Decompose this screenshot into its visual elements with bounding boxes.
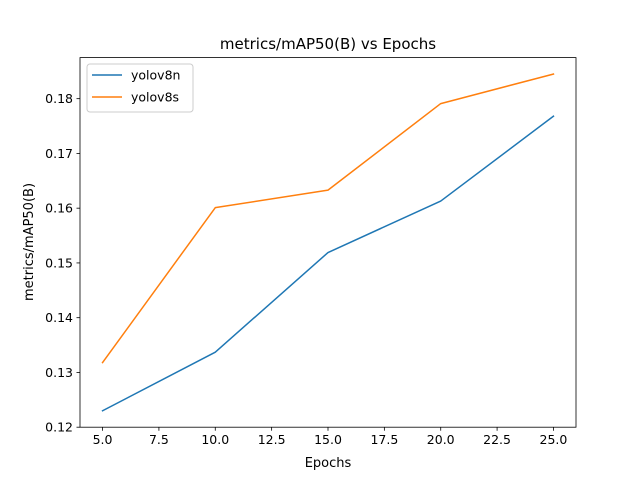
y-tick-label: 0.17 [45, 146, 73, 161]
series-line-yolov8n [101, 115, 555, 412]
y-tick-label: 0.15 [45, 255, 73, 270]
x-tick-label: 7.5 [149, 432, 169, 447]
legend: yolov8n yolov8s [86, 63, 194, 113]
x-tick-label: 12.5 [258, 432, 286, 447]
y-axis-ticks: 0.12 0.13 0.14 0.15 0.16 0.17 0.18 [45, 91, 80, 435]
x-tick-label: 15.0 [314, 432, 342, 447]
x-axis-label: Epochs [305, 456, 352, 471]
x-tick-label: 10.0 [201, 432, 229, 447]
x-axis-ticks: 5.0 7.5 10.0 12.5 15.0 17.5 20.0 22.5 25.0 [93, 427, 568, 447]
y-axis-label: metrics/mAP50(B) [22, 183, 37, 301]
x-tick-label: 22.5 [483, 432, 511, 447]
x-tick-label: 25.0 [540, 432, 568, 447]
x-tick-label: 17.5 [370, 432, 398, 447]
series-line-yolov8s [101, 73, 555, 364]
series-layer [101, 73, 555, 412]
y-tick-label: 0.14 [45, 310, 73, 325]
chart-title: metrics/mAP50(B) vs Epochs [220, 35, 436, 53]
y-tick-label: 0.12 [45, 420, 73, 435]
legend-box [86, 63, 194, 113]
x-tick-label: 5.0 [93, 432, 113, 447]
legend-label: yolov8s [131, 90, 179, 105]
y-tick-label: 0.18 [45, 91, 73, 106]
x-tick-label: 20.0 [427, 432, 455, 447]
legend-label: yolov8n [131, 68, 180, 83]
y-tick-label: 0.13 [45, 365, 73, 380]
y-tick-label: 0.16 [45, 201, 73, 216]
